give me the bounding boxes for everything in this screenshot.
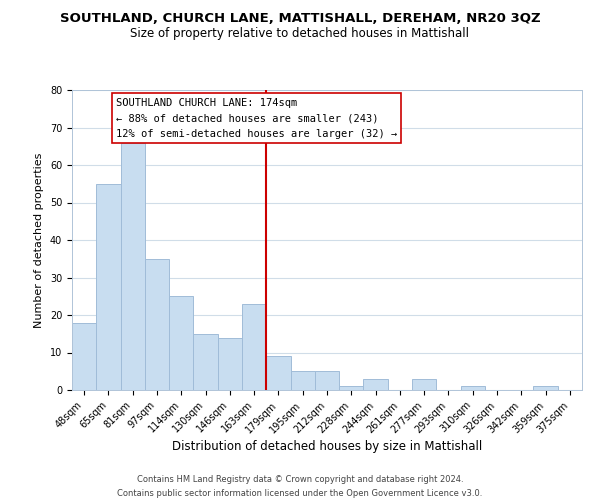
- Bar: [533, 386, 558, 390]
- Bar: [193, 334, 218, 390]
- Bar: [218, 338, 242, 390]
- Bar: [169, 296, 193, 390]
- Bar: [266, 356, 290, 390]
- Text: SOUTHLAND CHURCH LANE: 174sqm
← 88% of detached houses are smaller (243)
12% of : SOUTHLAND CHURCH LANE: 174sqm ← 88% of d…: [116, 98, 397, 138]
- Bar: [145, 259, 169, 390]
- Bar: [72, 322, 96, 390]
- Text: SOUTHLAND, CHURCH LANE, MATTISHALL, DEREHAM, NR20 3QZ: SOUTHLAND, CHURCH LANE, MATTISHALL, DERE…: [59, 12, 541, 26]
- Bar: [290, 371, 315, 390]
- Bar: [242, 304, 266, 390]
- X-axis label: Distribution of detached houses by size in Mattishall: Distribution of detached houses by size …: [172, 440, 482, 454]
- Text: Contains HM Land Registry data © Crown copyright and database right 2024.
Contai: Contains HM Land Registry data © Crown c…: [118, 476, 482, 498]
- Text: Size of property relative to detached houses in Mattishall: Size of property relative to detached ho…: [131, 28, 470, 40]
- Bar: [121, 142, 145, 390]
- Bar: [339, 386, 364, 390]
- Bar: [364, 379, 388, 390]
- Y-axis label: Number of detached properties: Number of detached properties: [34, 152, 44, 328]
- Bar: [412, 379, 436, 390]
- Bar: [461, 386, 485, 390]
- Bar: [96, 184, 121, 390]
- Bar: [315, 371, 339, 390]
